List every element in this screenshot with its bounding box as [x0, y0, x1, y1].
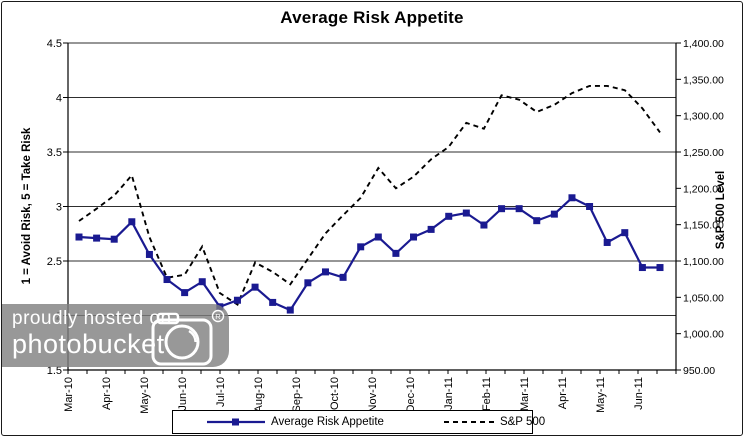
legend-label-sp500: S&P 500 [499, 416, 546, 428]
risk-series-marker [656, 264, 664, 272]
risk-series-marker [75, 233, 83, 241]
risk-series-marker [498, 205, 506, 213]
x-axis-label: Apr-11 [557, 377, 569, 409]
left-axis-tick-label: 3 [56, 202, 62, 214]
risk-series-marker [321, 268, 329, 276]
right-axis-tick-label: 1,300.00 [683, 111, 724, 123]
risk-series-marker [163, 276, 171, 284]
x-axis-label: Mar-11 [519, 377, 531, 411]
right-axis-tick-label: 1,200.00 [683, 183, 724, 195]
right-axis-tick-label: 1,000.00 [683, 329, 724, 341]
left-axis-tick-label: 4.5 [47, 38, 62, 50]
photobucket-watermark: proudly hosted on photobucket R [2, 304, 229, 367]
x-axis-label: Jul-10 [215, 377, 227, 407]
legend-item-risk: Average Risk Appetite [207, 416, 384, 428]
risk-series-marker [374, 233, 382, 241]
left-axis-tick-label: 1.5 [47, 365, 62, 377]
risk-series-marker [638, 264, 646, 272]
right-axis-tick-label: 1,150.00 [683, 220, 724, 232]
right-axis-tick-label: 1,400.00 [683, 38, 724, 50]
right-axis-title: S&P 500 Level [715, 171, 727, 249]
x-axis-label: Jun-11 [633, 377, 645, 410]
right-axis-tick-label: 1,350.00 [683, 74, 724, 86]
left-axis-tick-label: 4 [56, 93, 62, 105]
watermark-text: proudly hosted on photobucket [12, 309, 172, 358]
legend-label-risk: Average Risk Appetite [271, 416, 384, 428]
left-axis-tick-label: 3.5 [47, 147, 62, 159]
risk-series-marker [515, 205, 523, 213]
risk-series-marker [427, 225, 435, 233]
x-axis-label: Jun-10 [177, 377, 189, 411]
chart-title: Average Risk Appetite [280, 8, 464, 27]
risk-series-marker [93, 234, 101, 242]
left-axis-title: 1 = Avoid Risk, 5 = Take Risk [21, 127, 33, 284]
risk-series-marker [145, 250, 153, 258]
registered-mark: R [211, 309, 225, 323]
x-axis-label: May-10 [139, 377, 151, 414]
x-axis-label: Apr-10 [101, 377, 113, 410]
legend-item-sp500: S&P 500 [443, 416, 546, 428]
risk-series-marker [568, 194, 576, 202]
legend-box: Average Risk Appetite S&P 500 [172, 410, 545, 434]
risk-series-legend-sample [207, 418, 265, 426]
svg-text:R: R [215, 312, 221, 321]
watermark-line1: proudly hosted on [12, 308, 172, 329]
right-axis-tick-label: 1,100.00 [683, 256, 724, 268]
risk-series-marker [550, 210, 558, 218]
sp500-series-line [78, 84, 661, 307]
risk-series-marker [269, 298, 277, 306]
right-axis-tick-label: 1,250.00 [683, 147, 724, 159]
risk-series-marker [603, 238, 611, 246]
risk-series-marker [357, 243, 365, 251]
risk-series-marker [110, 235, 118, 243]
right-axis-tick-label: 1,050.00 [683, 292, 724, 304]
risk-series-marker [621, 229, 629, 237]
risk-series-marker [533, 217, 541, 225]
x-axis-label: Sep-10 [291, 377, 303, 412]
risk-series-marker [251, 283, 259, 291]
x-axis-label: Mar-10 [63, 377, 75, 412]
risk-series-marker [286, 306, 294, 314]
risk-series-marker [304, 279, 312, 287]
x-axis-label: Aug-10 [253, 377, 265, 412]
risk-series-marker [462, 209, 470, 217]
x-axis-label: Jan-11 [443, 377, 455, 410]
risk-series-marker [410, 233, 418, 241]
left-axis-tick-label: 2.5 [47, 256, 62, 268]
risk-series-marker [392, 249, 400, 257]
risk-series-marker [198, 278, 206, 286]
sp500-series-legend-sample [443, 421, 494, 423]
risk-series-marker [128, 218, 136, 226]
risk-series-marker [233, 296, 241, 304]
risk-series-line [78, 196, 660, 312]
watermark-line2: photobucket [12, 329, 165, 359]
x-axis-label: Oct-10 [329, 377, 341, 410]
camera-icon: R [151, 309, 225, 366]
risk-series-marker [445, 212, 453, 220]
x-axis-label: Nov-10 [367, 377, 379, 412]
right-axis-tick-label: 950.00 [683, 365, 715, 377]
x-axis-label: Dec-10 [405, 377, 417, 412]
risk-series-marker [339, 273, 347, 281]
x-axis-label: Feb-11 [481, 377, 493, 411]
risk-series-marker [586, 203, 594, 210]
legend-risk-marker [232, 418, 239, 426]
risk-series-marker [480, 221, 488, 229]
risk-series-marker [181, 289, 189, 297]
x-axis-label: May-11 [595, 377, 607, 413]
